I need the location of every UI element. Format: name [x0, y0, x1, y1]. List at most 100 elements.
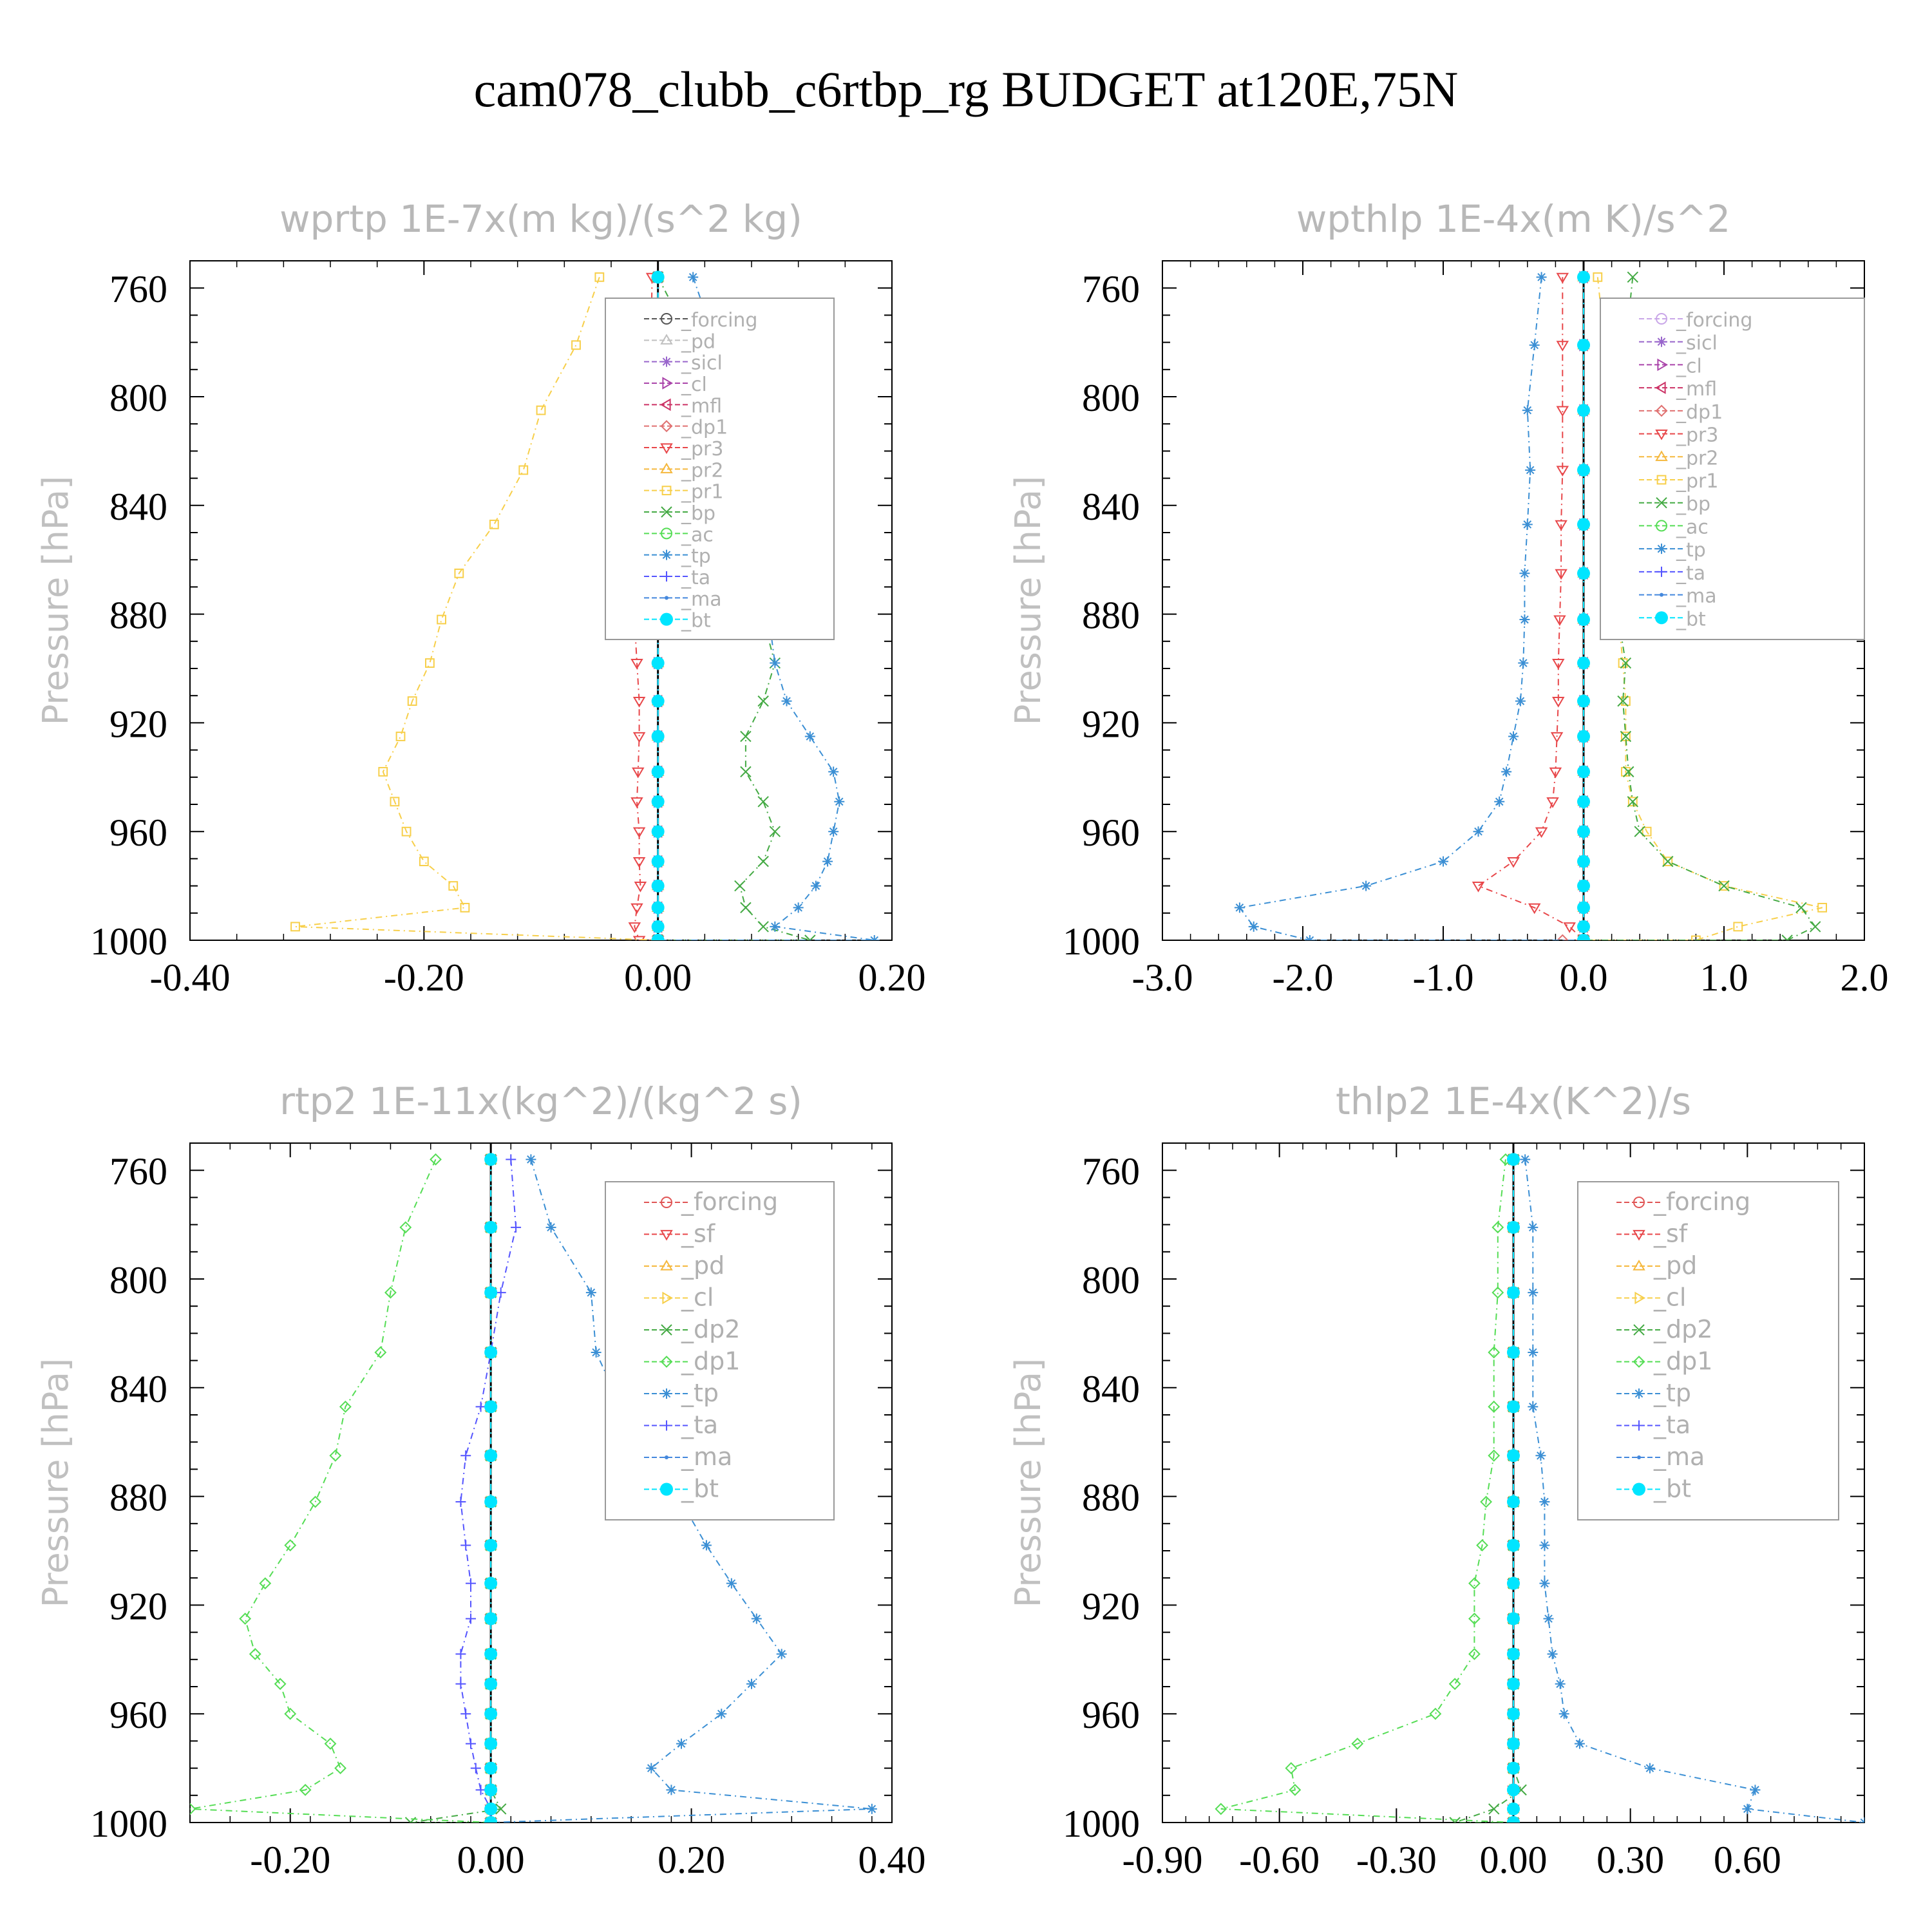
data-point-pr3 [1555, 520, 1567, 531]
data-point-bt [651, 879, 665, 893]
data-point-tp [688, 272, 699, 283]
legend-marker [1656, 497, 1667, 509]
y-tick-label: 960 [109, 811, 167, 854]
data-point-dp1 [1488, 1400, 1501, 1413]
data-point-tp [1248, 921, 1259, 932]
data-point-ta [511, 1222, 522, 1233]
data-point-bt [1577, 920, 1590, 933]
legend-marker [661, 527, 672, 540]
legend-label: _cl [681, 374, 707, 396]
data-point-ta [455, 1649, 466, 1660]
y-axis-label: Pressure [hPa] [1008, 476, 1048, 725]
legend-marker [1656, 336, 1667, 347]
data-point-dp1 [274, 1678, 287, 1690]
data-point-ta [466, 1578, 476, 1589]
y-tick-label: 1000 [90, 920, 167, 963]
data-point-pr1 [571, 340, 581, 350]
legend-label: _ta [681, 1411, 718, 1439]
x-tick-label: 0.00 [457, 1839, 525, 1881]
data-point-bt [651, 920, 665, 933]
data-point-tp [1522, 519, 1533, 530]
legend-label: _cl [1653, 1283, 1686, 1312]
data-point-tp [1501, 766, 1512, 777]
legend-box [605, 298, 835, 640]
data-point-bt [1507, 1677, 1520, 1690]
data-point-tp [1522, 405, 1533, 416]
data-point-dp1 [339, 1400, 352, 1413]
data-point-tp [793, 902, 804, 913]
data-point-dp1 [399, 1221, 412, 1234]
data-point-tp [1535, 1450, 1546, 1461]
data-point-bt [484, 1816, 498, 1823]
data-point-bp [804, 934, 816, 940]
panel-title: wprtp 1E-7x(m kg)/(s^2 kg) [279, 197, 802, 241]
data-point-bt [1507, 1761, 1520, 1775]
y-tick-label: 960 [109, 1694, 167, 1736]
panel-title: rtp2 1E-11x(kg^2)/(kg^2 s) [279, 1079, 802, 1123]
data-point-dp1 [1429, 1707, 1442, 1720]
legend: _forcing_sicl_cl_mfl_dp1_pr3_pr2_pr1_bp_… [1600, 298, 1865, 640]
data-point-dp1 [284, 1539, 297, 1551]
legend-label: _pr3 [1676, 424, 1718, 447]
data-point-pr3 [634, 882, 647, 893]
data-point-dp1 [1468, 1647, 1481, 1660]
data-point-ta [506, 1154, 516, 1165]
y-tick-label: 920 [109, 1585, 167, 1627]
data-point-tp [1361, 880, 1372, 891]
data-point-ta [495, 1287, 506, 1298]
data-point-ta [466, 1738, 476, 1749]
legend-marker [660, 398, 671, 412]
data-point-pr3 [1556, 272, 1569, 284]
legend-label: _pr1 [681, 481, 723, 504]
data-point-tp [822, 856, 833, 867]
legend-marker [1655, 404, 1668, 417]
data-point-bt [1507, 1647, 1520, 1661]
data-point-tp [1555, 1678, 1566, 1689]
data-point-pr3 [630, 797, 643, 808]
legend-label: _sf [1653, 1220, 1689, 1248]
legend-label: _pd [681, 330, 715, 353]
y-tick-label: 800 [1082, 377, 1140, 419]
data-point-bt [1507, 1495, 1520, 1509]
data-point-tp [1750, 1785, 1761, 1795]
data-point-tp [585, 1287, 596, 1298]
x-tick-label: -1.0 [1413, 956, 1474, 999]
panel-title: thlp2 1E-4x(K^2)/s [1336, 1079, 1691, 1123]
data-point-pr1 [489, 519, 499, 529]
data-point-tp [1234, 902, 1245, 913]
legend-label: _pr2 [1676, 447, 1718, 469]
x-tick-label: -3.0 [1132, 956, 1193, 999]
data-point-tp [1543, 1613, 1554, 1624]
data-point-bt [651, 656, 665, 670]
data-point-tp [1574, 1738, 1585, 1749]
data-point-pr3 [1555, 569, 1567, 580]
y-tick-label: 880 [109, 594, 167, 637]
data-point-pr1 [1627, 797, 1638, 807]
panel-title: wpthlp 1E-4x(m K)/s^2 [1296, 197, 1730, 241]
legend-label: _ma [1653, 1443, 1705, 1471]
data-point-tp [770, 921, 781, 932]
data-point-dp1 [1488, 1449, 1501, 1462]
data-point-tp [751, 1613, 762, 1624]
y-tick-label: 840 [1082, 486, 1140, 528]
data-point-bt [484, 1286, 498, 1300]
data-point-bp [757, 796, 769, 808]
data-point-bt [1577, 825, 1590, 838]
data-point-pr1 [407, 696, 417, 706]
data-point-tp [1525, 464, 1536, 475]
data-point-tp [810, 880, 821, 891]
data-point-pr3 [1552, 658, 1565, 670]
data-point-bt [1577, 730, 1590, 743]
legend-marker [661, 571, 672, 582]
data-point-tp [1536, 272, 1547, 283]
data-point-bp [1634, 826, 1645, 837]
series-line-dp1 [1220, 1159, 1514, 1823]
legend-label: _ta [681, 567, 710, 589]
data-point-bt [1507, 1345, 1520, 1359]
legend-marker [665, 1455, 668, 1459]
data-point-tp [1528, 1347, 1539, 1358]
data-point-tp [716, 1709, 727, 1719]
legend-label: _ta [1676, 562, 1705, 585]
legend-marker [661, 1420, 672, 1431]
legend: _forcing _sf _pd _cl _dp2 _dp1 _tp _ta _ma _bt [1577, 1181, 1839, 1520]
